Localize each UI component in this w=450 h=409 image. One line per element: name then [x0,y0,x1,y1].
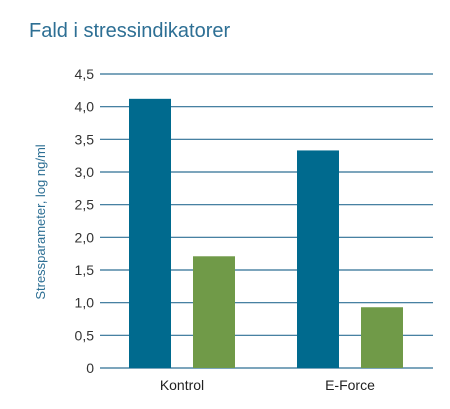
y-tick-label: 1,0 [75,295,95,311]
y-tick-labels: 0 0,5 1,0 1,5 2,0 2,5 3,0 3,5 4,0 4,5 [75,66,95,376]
bar-kontrol-series-2 [193,256,235,368]
y-tick-label: 3,0 [75,164,95,180]
category-label: Kontrol [160,377,204,393]
bars [129,98,403,369]
bar-kontrol-series-1 [129,98,171,369]
y-tick-label: 4,0 [75,99,95,115]
chart-title: Fald i stressindikatorer [29,20,231,42]
y-tick-label: 2,5 [75,197,95,213]
category-labels: Kontrol E-Force [160,377,375,393]
y-axis-label: Stressparameter, log ng/ml [33,144,48,299]
y-tick-label: 0 [86,360,94,376]
y-tick-label: 1,5 [75,262,95,278]
category-label: E-Force [325,377,375,393]
y-tick-label: 4,5 [75,66,95,82]
y-tick-label: 3,5 [75,131,95,147]
y-tick-label: 2,0 [75,229,95,245]
y-tick-label: 0,5 [75,327,95,343]
bar-e-force-series-1 [297,150,339,368]
bar-e-force-series-2 [361,307,403,368]
